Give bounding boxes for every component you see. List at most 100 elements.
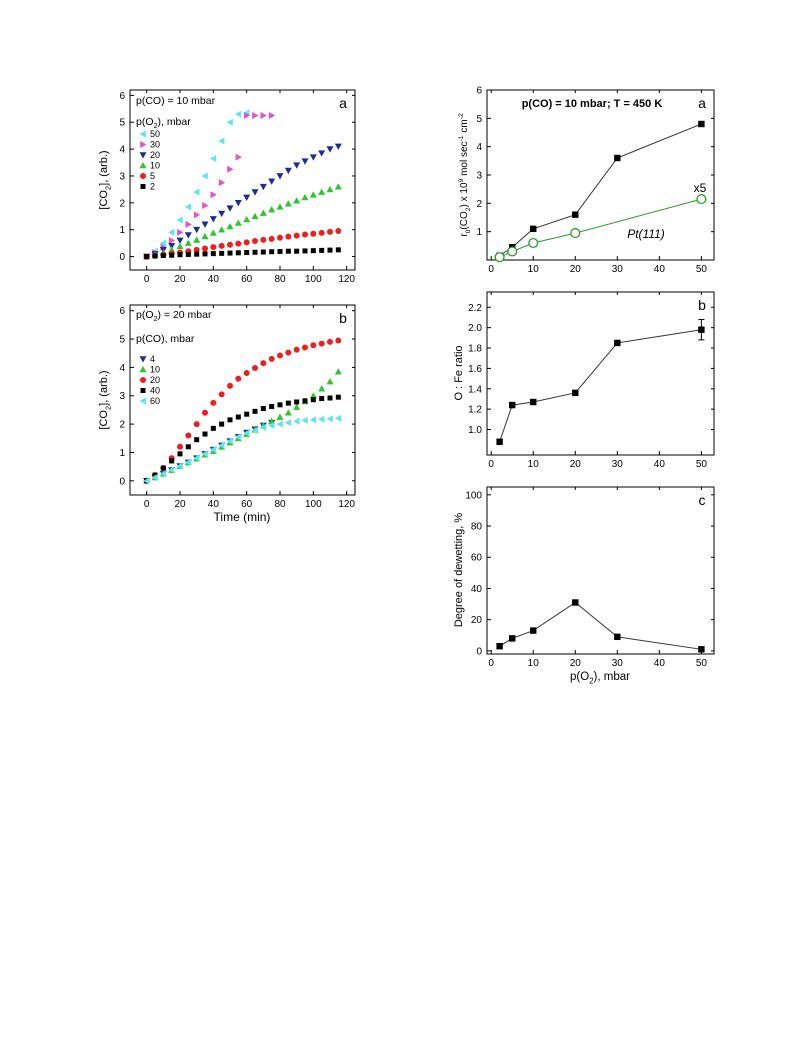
- y-axis-label-left-b: [CO2], (arb.): [98, 370, 112, 429]
- x-tick-label: 60: [241, 274, 253, 285]
- annotation-left-b: p(O2) = 20 mbar: [136, 309, 212, 323]
- data-point: [251, 212, 259, 220]
- data-point: [210, 244, 217, 251]
- panel-label: b: [339, 310, 347, 326]
- x-tick-label: 80: [274, 499, 286, 510]
- data-point: [209, 216, 217, 223]
- data-point: [260, 236, 267, 243]
- data-point: [169, 458, 175, 464]
- x-tick-label: 100: [305, 274, 322, 285]
- plot-frame: [129, 304, 356, 496]
- data-point: [193, 226, 201, 234]
- legend-marker: [140, 184, 146, 189]
- data-point: [235, 375, 242, 382]
- data-point: [260, 112, 267, 120]
- y-tick-label: 6: [119, 306, 125, 317]
- y-tick-label: 1: [119, 225, 125, 236]
- data-point: [144, 254, 150, 260]
- data-point: [318, 188, 326, 195]
- data-point: [160, 252, 166, 258]
- y-tick-label: 1.6: [468, 364, 482, 375]
- data-point: [277, 248, 283, 254]
- data-point: [335, 228, 342, 235]
- data-point: [614, 339, 621, 347]
- data-point: [277, 402, 283, 408]
- data-point: [318, 150, 326, 157]
- x-tick-label: 30: [612, 658, 624, 669]
- y-tick-label: 5: [119, 335, 125, 346]
- data-point: [184, 232, 192, 239]
- x-axis-label-left-b: Time (min): [214, 510, 271, 524]
- data-point: [268, 417, 276, 425]
- x-tick-label: 30: [612, 264, 624, 275]
- data-point: [168, 243, 176, 250]
- legend-marker: [139, 356, 147, 363]
- data-point: [227, 250, 233, 256]
- data-point: [572, 599, 579, 606]
- data-point: [226, 205, 234, 212]
- data-point: [302, 231, 308, 238]
- data-point: [234, 433, 242, 441]
- data-point: [318, 229, 325, 236]
- legend-title-left-b: p(CO), mbar: [136, 333, 195, 345]
- data-point: [494, 252, 505, 263]
- data-point: [698, 326, 705, 333]
- y-tick-label: 60: [471, 553, 483, 564]
- data-point: [218, 226, 226, 233]
- data-point: [210, 425, 216, 431]
- x-tick-label: 20: [174, 499, 186, 510]
- data-point: [219, 421, 225, 427]
- data-point: [335, 337, 342, 344]
- legend-marker: [139, 130, 146, 138]
- data-point: [326, 146, 334, 153]
- data-point: [301, 158, 309, 165]
- y-tick-label: 2: [119, 420, 125, 431]
- y-tick-label: 0: [119, 252, 125, 263]
- data-point: [285, 248, 291, 254]
- data-point: [260, 406, 266, 412]
- data-point: [243, 194, 251, 201]
- series-10: [143, 368, 342, 484]
- plot-frame: [486, 89, 715, 261]
- data-point: [260, 360, 267, 367]
- data-point: [530, 225, 537, 233]
- y-tick-label: 40: [471, 584, 483, 595]
- data-point: [310, 397, 316, 403]
- data-point: [259, 209, 267, 216]
- legend-label: 10: [150, 161, 160, 171]
- data-point: [234, 219, 242, 226]
- x-tick-label: 40: [208, 499, 220, 510]
- x-tick-label: 0: [488, 658, 494, 669]
- legend-label: 60: [150, 396, 160, 406]
- y-axis-label-right-c: Degree of dewetting, %: [453, 513, 465, 628]
- x-tick-label: 100: [305, 499, 322, 510]
- y-tick-label: 1.2: [468, 405, 482, 416]
- series-0: [496, 319, 705, 445]
- data-point: [227, 241, 233, 248]
- series-40: [144, 394, 341, 484]
- data-point: [326, 415, 333, 423]
- data-point: [334, 414, 342, 422]
- data-point: [334, 368, 342, 375]
- data-point: [496, 642, 503, 650]
- y-tick-label: 6: [119, 91, 125, 102]
- data-point: [309, 191, 317, 198]
- data-point: [209, 229, 217, 236]
- data-point: [202, 431, 208, 437]
- data-point: [218, 441, 225, 449]
- data-point: [530, 627, 537, 634]
- scale-note: x5: [694, 181, 707, 195]
- data-point: [334, 143, 342, 150]
- x-axis-label-right-c: p(O2), mbar: [570, 671, 630, 685]
- data-point: [309, 154, 317, 161]
- x-tick-label: 60: [241, 499, 253, 510]
- data-point: [226, 118, 233, 126]
- data-point: [152, 253, 158, 259]
- data-point: [614, 633, 621, 641]
- data-point: [194, 437, 200, 443]
- data-point: [509, 401, 516, 409]
- x-tick-label: 120: [338, 499, 355, 510]
- legend-label: 2: [150, 182, 155, 192]
- data-point: [294, 248, 300, 254]
- data-point: [202, 245, 208, 252]
